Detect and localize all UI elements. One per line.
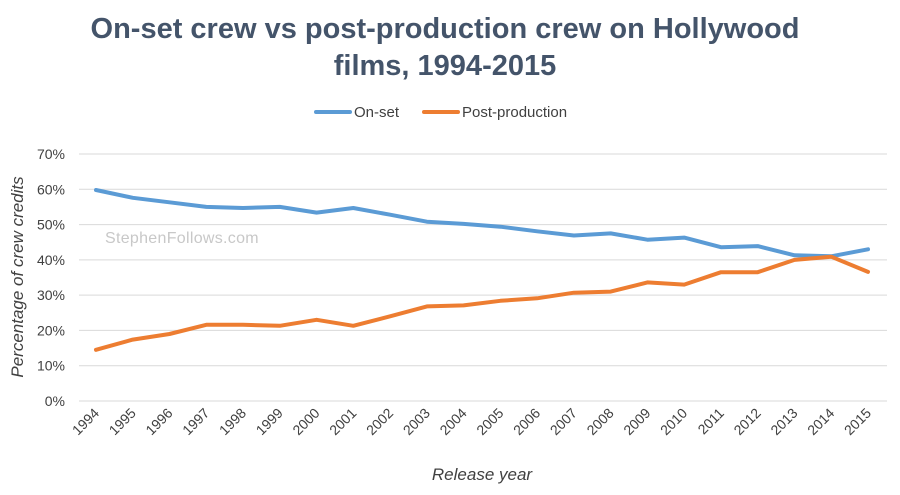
x-tick-label: 2015 (841, 405, 874, 438)
series-line-post-production (94, 254, 870, 352)
x-tick-label: 2008 (583, 405, 616, 438)
y-tick-label: 70% (37, 146, 65, 162)
y-axis-label: Percentage of crew credits (8, 176, 27, 378)
x-tick-label: 1997 (179, 405, 212, 438)
y-tick-label: 0% (45, 393, 65, 409)
x-tick-label: 2013 (767, 405, 800, 438)
y-tick-label: 40% (37, 252, 65, 268)
x-tick-label: 2001 (326, 405, 359, 438)
legend-label-post-production: Post-production (462, 104, 567, 121)
y-tick-label: 50% (37, 217, 65, 233)
x-tick-label: 2014 (804, 405, 837, 438)
x-tick-label: 2007 (547, 405, 580, 438)
x-tick-label: 2011 (694, 405, 727, 438)
legend: On-set Post-production (314, 104, 567, 121)
x-tick-label: 2006 (510, 405, 543, 438)
legend-label-on-set: On-set (354, 104, 400, 121)
x-tick-label: 2012 (730, 405, 763, 438)
chart-title-line-1: On-set crew vs post-production crew on H… (91, 13, 800, 45)
x-axis-label: Release year (432, 465, 534, 484)
chart-title-line-2: films, 1994-2015 (334, 50, 556, 82)
x-tick-label: 1999 (253, 405, 286, 438)
watermark: StephenFollows.com (105, 230, 259, 247)
x-tick-label: 1994 (69, 405, 102, 438)
x-axis-ticks: 1994 1995 1996 1997 1998 1999 2000 2001 2002 2003… (69, 405, 874, 438)
y-axis-ticks: 0% 10% 20% 30% 40% 50% 60% 70% (37, 146, 65, 409)
x-tick-label: 2004 (436, 405, 469, 438)
gridlines (79, 153, 887, 402)
x-tick-label: 2009 (620, 405, 653, 438)
y-tick-label: 20% (37, 322, 65, 338)
y-tick-label: 10% (37, 358, 65, 374)
x-tick-label: 2005 (473, 405, 506, 438)
x-tick-label: 2000 (289, 405, 322, 438)
x-tick-label: 2002 (363, 405, 396, 438)
y-tick-label: 60% (37, 181, 65, 197)
x-tick-label: 1998 (216, 405, 249, 438)
x-tick-label: 2010 (657, 405, 690, 438)
series-lines (94, 188, 870, 352)
series-line-on-set (94, 188, 870, 259)
x-tick-label: 2003 (400, 405, 433, 438)
y-tick-label: 30% (37, 287, 65, 303)
x-tick-label: 1996 (142, 405, 175, 438)
x-tick-label: 1995 (106, 405, 139, 438)
